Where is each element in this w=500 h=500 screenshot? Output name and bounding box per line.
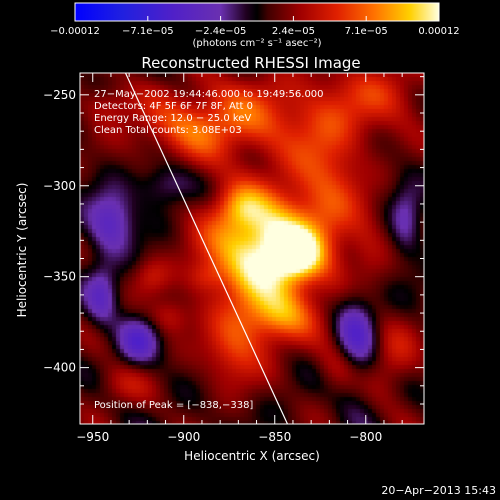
colorbar-tick-label: −2.4e−05	[195, 26, 247, 37]
annotation-line: Energy Range: 12.0 − 25.0 keV	[94, 113, 251, 124]
y-tick-label: −300	[43, 179, 76, 193]
peak-position-label: Position of Peak = [−838,−338]	[94, 400, 253, 411]
y-tick-label: −400	[43, 361, 76, 375]
x-tick-label: −800	[349, 430, 382, 444]
chart-title: Reconstructed RHESSI Image	[141, 54, 360, 72]
annotation-line: 27−May−2002 19:44:46.000 to 19:49:56.000	[94, 89, 324, 100]
colorbar	[75, 3, 439, 21]
colorbar-tick-label: 2.4e−05	[272, 26, 315, 37]
colorbar-units: (photons cm⁻² s⁻¹ asec⁻²)	[192, 38, 321, 49]
annotation-line: Detectors: 4F 5F 6F 7F 8F, Att 0	[94, 101, 253, 112]
colorbar-tick-label: −0.00012	[50, 26, 100, 37]
x-tick-label: −850	[258, 430, 291, 444]
y-axis-title: Heliocentric Y (arcsec)	[15, 183, 29, 318]
colorbar-tick-label: 7.1e−05	[345, 26, 388, 37]
footer-timestamp: 20−Apr−2013 15:43	[381, 484, 496, 497]
annotation-line: Clean Total counts: 3.08E+03	[94, 125, 242, 136]
x-tick-label: −900	[167, 430, 200, 444]
y-tick-label: −350	[43, 270, 76, 284]
y-tick-label: −250	[43, 88, 76, 102]
colorbar-tick-label: −7.1e−05	[122, 26, 174, 37]
colorbar-tick-label: 0.00012	[418, 26, 459, 37]
x-axis-title: Heliocentric X (arcsec)	[184, 449, 320, 463]
x-tick-label: −950	[76, 430, 109, 444]
